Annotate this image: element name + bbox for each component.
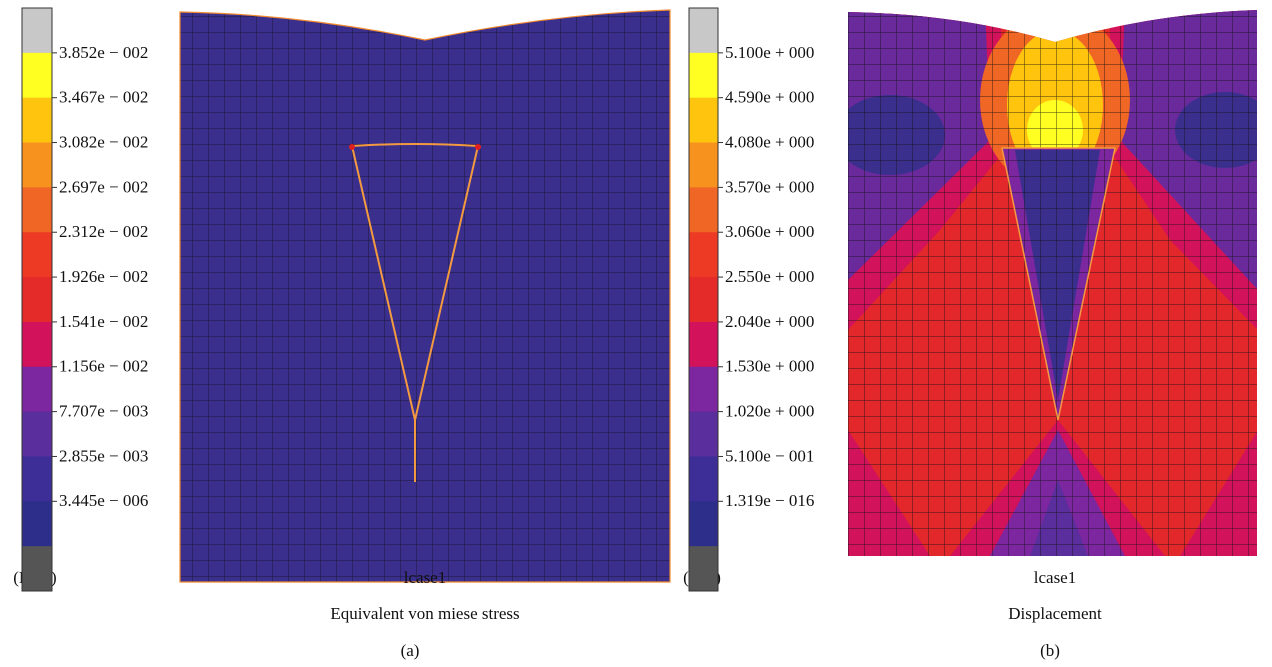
mesh-a: [180, 0, 670, 590]
colorbar-label: 3.570e + 000: [725, 177, 814, 196]
colorbar-label: 3.060e + 000: [725, 222, 814, 241]
case-label: lcase1: [404, 568, 446, 587]
colorbar-label: 2.312e − 002: [59, 222, 148, 241]
colorbar-label: 3.445e − 006: [59, 491, 148, 510]
colorbar-label: 2.550e + 000: [725, 267, 814, 286]
colorbar-label: 3.082e − 002: [59, 132, 148, 151]
colorbar-segment: [689, 456, 718, 501]
colorbar-segment: [22, 456, 52, 501]
colorbar-label: 5.100e − 001: [725, 446, 814, 465]
colorbar-segment: [22, 8, 52, 53]
colorbar-label: 3.852e − 002: [59, 43, 148, 62]
colorbar-label: 3.467e − 002: [59, 88, 148, 107]
colorbar-segment: [689, 143, 718, 188]
mesh-b: [835, 0, 1272, 560]
colorbar-label: 2.040e + 000: [725, 312, 814, 331]
colorbar-segment: [689, 232, 718, 277]
colorbar-label: 4.080e + 000: [725, 132, 814, 151]
colorbar-segment: [22, 412, 52, 457]
panel-label: (a): [401, 641, 420, 660]
colorbar-segment: [22, 501, 52, 546]
colorbar-segment: [22, 98, 52, 143]
colorbar-segment: [22, 232, 52, 277]
colorbar-label: 5.100e + 000: [725, 43, 814, 62]
colorbar-label: 2.855e − 003: [59, 446, 148, 465]
colorbar-label: 1.156e − 002: [59, 357, 148, 376]
colorbar-segment: [22, 53, 52, 98]
colorbar-segment: [689, 277, 718, 322]
colorbar-segment: [689, 8, 718, 53]
colorbar-segment: [22, 187, 52, 232]
colorbar-segment: [22, 546, 52, 591]
colorbar-label: 2.697e − 002: [59, 177, 148, 196]
caption: Equivalent von miese stress: [330, 604, 519, 623]
colorbar-label: 1.530e + 000: [725, 357, 814, 376]
colorbar-segment: [22, 143, 52, 188]
colorbar-segment: [689, 501, 718, 546]
colorbar-segment: [689, 187, 718, 232]
colorbar-segment: [689, 98, 718, 143]
colorbar-segment: [22, 322, 52, 367]
colorbar-segment: [689, 367, 718, 412]
colorbar-segment: [689, 412, 718, 457]
colorbar-label: 1.319e − 016: [725, 491, 814, 510]
figure: (MPa) lcase1 Equivalent von miese stress…: [0, 0, 1272, 667]
colorbar-label: 1.541e − 002: [59, 312, 148, 331]
colorbar-segment: [689, 546, 718, 591]
colorbar-label: 1.020e + 000: [725, 402, 814, 421]
panel-label: (b): [1040, 641, 1060, 660]
colorbar-segment: [22, 277, 52, 322]
colorbar-segment: [689, 322, 718, 367]
colorbar-label: 4.590e + 000: [725, 88, 814, 107]
colorbar-segment: [689, 53, 718, 98]
colorbar-segment: [22, 367, 52, 412]
case-label: lcase1: [1034, 568, 1076, 587]
colorbar-label: 1.926e − 002: [59, 267, 148, 286]
colorbar-label: 7.707e − 003: [59, 402, 148, 421]
caption: Displacement: [1008, 604, 1102, 623]
